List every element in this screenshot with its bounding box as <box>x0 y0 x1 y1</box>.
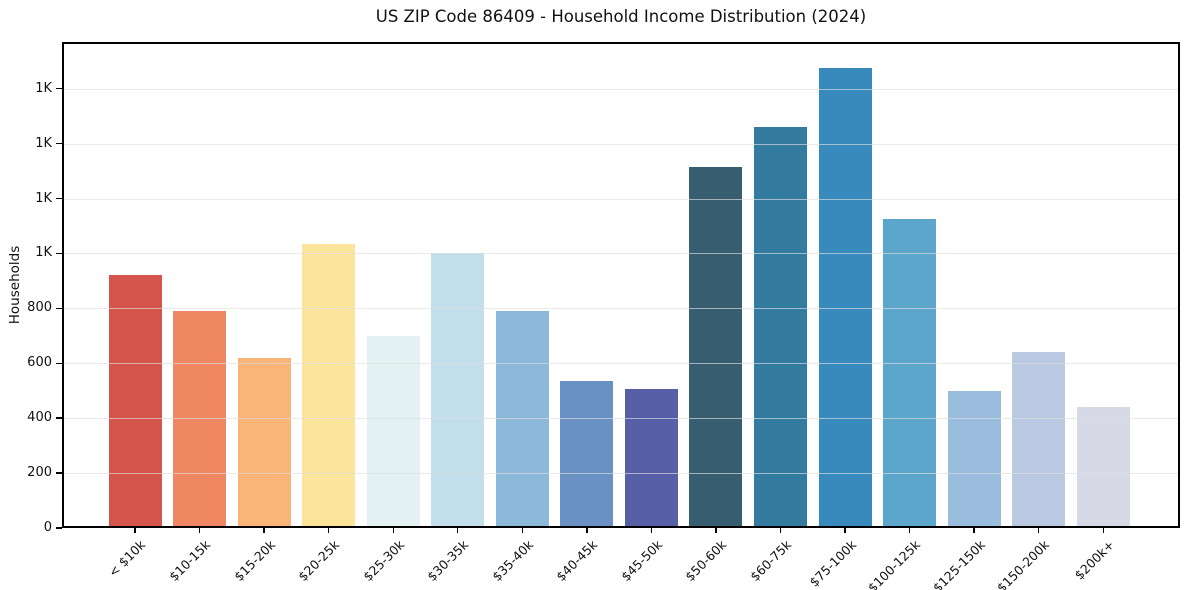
x-tick-label: $40-45k <box>553 537 601 585</box>
x-tick-label: $15-20k <box>230 537 278 585</box>
y-tick-label: 800 <box>27 300 52 316</box>
bar-12 <box>883 219 937 528</box>
x-tick-mark <box>844 528 846 533</box>
x-tick-label: $60-75k <box>747 537 795 585</box>
bar-3 <box>302 243 356 528</box>
x-tick-mark <box>392 528 394 533</box>
y-tick-mark <box>56 362 62 364</box>
y-tick-mark <box>56 307 62 310</box>
x-tick-label: $200k+ <box>1071 537 1117 583</box>
x-tick-label: $35-40k <box>488 537 536 585</box>
bar-8 <box>624 389 678 528</box>
bar-9 <box>689 166 743 528</box>
x-tick-label: $45-50k <box>617 537 666 585</box>
y-tick-mark <box>56 142 62 145</box>
x-tick-mark <box>779 528 782 533</box>
y-tick-label: 0 <box>43 520 52 535</box>
x-tick-mark <box>1038 528 1040 533</box>
bar-2 <box>237 357 291 528</box>
y-tick-mark <box>56 417 62 419</box>
gridline <box>62 88 1180 90</box>
gridline <box>62 253 1180 255</box>
y-tick-label: 1K <box>35 135 52 151</box>
bar-13 <box>947 390 1001 528</box>
x-tick-mark <box>715 528 717 533</box>
y-tick-label: 1K <box>35 245 52 261</box>
y-tick-label: 1K <box>35 80 52 96</box>
x-tick-label: $75-100k <box>806 537 859 590</box>
gridline <box>62 143 1180 145</box>
gridline <box>62 198 1180 200</box>
x-tick-mark <box>263 528 265 533</box>
x-tick-mark <box>457 528 459 533</box>
x-tick-mark <box>327 528 330 533</box>
x-tick-mark <box>908 528 911 533</box>
x-tick-mark <box>198 528 201 533</box>
bar-11 <box>818 68 872 528</box>
y-tick-mark <box>56 197 62 200</box>
y-tick-label: 200 <box>27 465 52 481</box>
grid-layer <box>62 42 1180 528</box>
x-tick-mark <box>650 528 653 533</box>
x-tick-label: $25-30k <box>359 537 407 585</box>
y-tick-mark <box>56 527 62 529</box>
gridline <box>62 473 1180 475</box>
x-tick-label: < $10k <box>105 537 149 580</box>
y-tick-label: 600 <box>27 355 52 371</box>
bar-5 <box>431 253 485 528</box>
x-tick-label: $100-125k <box>864 537 924 590</box>
y-tick-mark <box>56 87 62 90</box>
y-tick-mark <box>56 472 62 474</box>
x-tick-label: $50-60k <box>682 537 730 585</box>
gridline <box>62 418 1180 420</box>
x-tick-mark <box>586 528 588 533</box>
x-tick-label: $125-150k <box>929 537 988 590</box>
bar-4 <box>366 335 420 528</box>
y-tick-mark <box>56 252 62 255</box>
bar-14 <box>1012 352 1066 528</box>
x-tick-label: $150-200k <box>994 537 1053 590</box>
y-tick-label: 1K <box>35 190 52 206</box>
x-tick-mark <box>521 528 523 533</box>
x-tick-label: $30-35k <box>424 537 472 585</box>
x-tick-mark <box>134 528 136 533</box>
x-tick-label: $20-25k <box>295 537 343 585</box>
x-tick-mark <box>1102 528 1104 533</box>
bar-10 <box>754 127 807 528</box>
x-tick-label: $10-15k <box>166 537 214 585</box>
bar-6 <box>495 311 549 528</box>
bar-7 <box>560 381 614 528</box>
x-tick-mark <box>973 528 975 533</box>
bars-layer <box>62 42 1180 528</box>
gridline <box>62 363 1180 365</box>
y-tick-label: 400 <box>27 410 52 426</box>
bar-1 <box>173 311 227 528</box>
bar-15 <box>1076 407 1130 528</box>
bar-0 <box>108 275 162 528</box>
chart-title: US ZIP Code 86409 - Household Income Dis… <box>375 7 867 26</box>
gridline <box>62 308 1180 310</box>
